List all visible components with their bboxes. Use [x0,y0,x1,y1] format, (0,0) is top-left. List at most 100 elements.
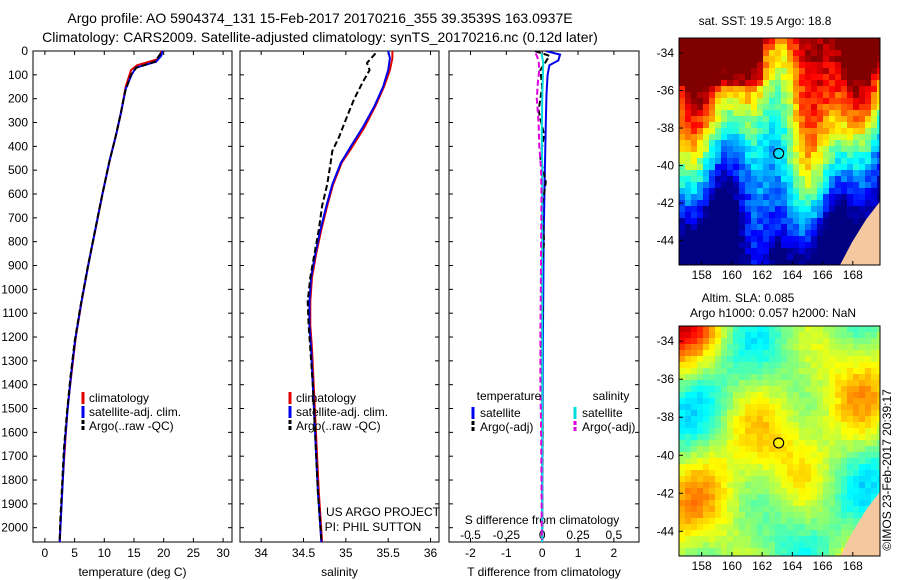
map-cell [853,182,860,189]
map-cell [793,206,800,213]
map-cell [805,518,812,525]
map-cell [835,140,842,147]
map-cell [739,50,746,57]
map-cell [769,326,776,333]
map-cell [685,380,692,387]
map-cell [715,50,722,57]
map-cell [871,494,878,501]
map-cell [745,482,752,489]
map-cell [715,176,722,183]
map-cell [751,146,758,153]
map-cell [733,416,740,423]
map-cell [727,194,734,201]
map-cell [757,356,764,363]
map-cell [685,524,692,531]
map-cell [781,254,788,261]
map-cell [865,410,872,417]
map-cell [775,488,782,495]
map-cell [871,176,878,183]
map-cell [697,152,704,159]
map-cell [871,488,878,495]
map-cell [775,386,782,393]
map-cell [799,140,806,147]
map-cell [763,218,770,225]
map-cell [793,92,800,99]
map-cell [877,152,880,159]
map-cell [823,518,830,525]
map-cell [751,542,758,549]
map-cell [847,482,854,489]
map-cell [841,98,848,105]
map-cell [793,38,800,45]
map-cell [799,500,806,507]
map-cell [763,98,770,105]
map-cell [799,488,806,495]
map-cell [877,170,880,177]
map-cell [877,398,880,405]
map-cell [847,200,854,207]
map-cell [703,44,710,51]
map-cell [829,200,836,207]
map-cell [697,434,704,441]
map-cell [847,464,854,471]
map-cell [733,104,740,111]
map-cell [781,482,788,489]
map-cell [787,374,794,381]
map-cell [823,140,830,147]
map-cell [781,182,788,189]
map-cell [835,38,842,45]
map-cell [721,152,728,159]
map-cell [859,332,866,339]
map-cell [847,392,854,399]
map-cell [763,464,770,471]
map-cell [775,122,782,129]
map-cell [709,248,716,255]
map-cell [679,260,686,265]
map-cell [685,200,692,207]
map-cell [829,518,836,525]
map-cell [781,368,788,375]
map-cell [805,476,812,483]
map-cell [859,392,866,399]
map-cell [823,116,830,123]
map-cell [799,80,806,87]
map-cell [697,476,704,483]
map-cell [721,422,728,429]
map-cell [853,140,860,147]
map-cell [865,392,872,399]
map-cell [697,404,704,411]
map-cell [745,362,752,369]
map-cell [871,152,878,159]
map-cell [769,242,776,249]
map-cell [691,422,698,429]
map-cell [751,200,758,207]
map-cell [817,242,824,249]
map-cell [817,368,824,375]
map-cell [847,362,854,369]
map-cell [877,410,880,417]
map-cell [775,176,782,183]
map-cell [757,92,764,99]
map-cell [709,194,716,201]
map-cell [799,224,806,231]
map-cell [715,230,722,237]
map-cell [877,128,880,135]
map-cell [757,98,764,105]
map-cell [805,134,812,141]
map-cell [817,176,824,183]
map-cell [727,554,734,556]
map-cell [787,512,794,519]
map-cell [685,518,692,525]
map-cell [805,494,812,501]
map-cell [793,374,800,381]
x-tick-label: 36 [424,546,438,560]
map-cell [697,200,704,207]
map-cell [691,386,698,393]
map-cell [703,56,710,63]
map-cell [727,44,734,51]
map-cell [763,128,770,135]
map-cell [865,50,872,57]
map-cell [715,494,722,501]
map-cell [721,440,728,447]
map-cell [697,548,704,555]
